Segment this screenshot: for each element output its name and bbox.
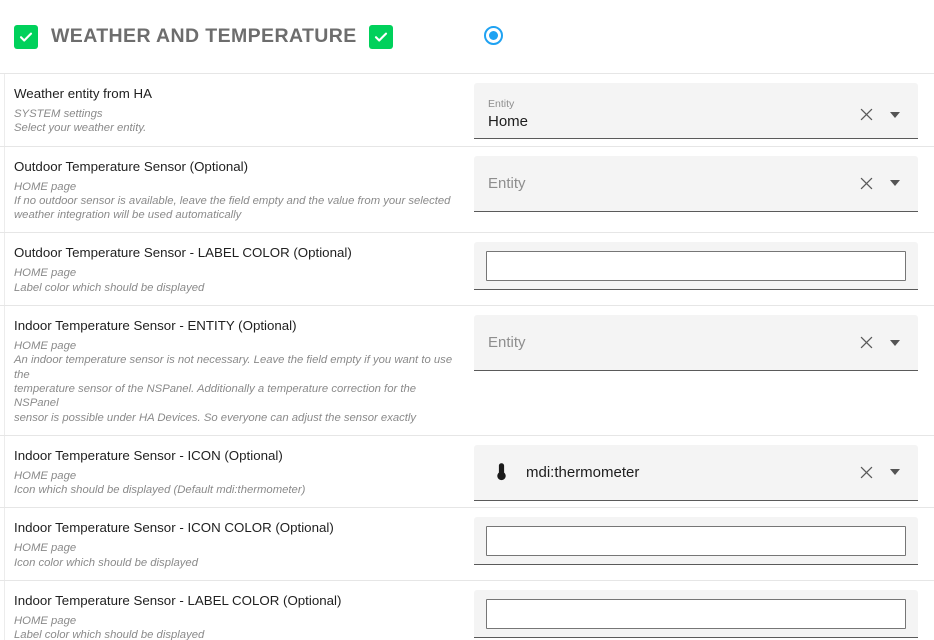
icon-value: mdi:thermometer (526, 463, 640, 481)
field-text-stack: Entity Home (488, 98, 857, 131)
color-picker-field[interactable] (474, 590, 918, 639)
row-description: HOME page If no outdoor sensor is availa… (14, 180, 454, 223)
section-enable-checkbox-right[interactable] (368, 24, 393, 49)
row-title: Indoor Temperature Sensor - LABEL COLOR … (14, 593, 342, 609)
field-actions (857, 334, 910, 352)
row-field-area: Entity (470, 147, 934, 212)
row-label-area: Outdoor Temperature Sensor (Optional) HO… (0, 147, 470, 233)
row-description-line: Label color which should be displayed (14, 281, 205, 294)
thermometer-icon (488, 462, 514, 482)
field-placeholder-label: Entity (488, 174, 526, 192)
row-label-area: Indoor Temperature Sensor - ENTITY (Opti… (0, 306, 470, 435)
row-description-line: temperature sensor of the NSPanel. Addit… (14, 382, 417, 410)
color-swatch-input[interactable] (486, 250, 906, 281)
chevron-down-icon[interactable] (886, 463, 904, 481)
row-description-line: HOME page (14, 542, 77, 555)
setting-row: Outdoor Temperature Sensor (Optional) HO… (0, 146, 934, 234)
setting-row: Indoor Temperature Sensor - ENTITY (Opti… (0, 306, 934, 436)
field-actions (857, 174, 910, 192)
row-field-area (470, 581, 934, 639)
row-title: Indoor Temperature Sensor - ENTITY (Opti… (14, 318, 297, 334)
field-text-stack: mdi:thermometer (526, 463, 857, 482)
row-description-line: Select your weather entity. (14, 122, 147, 135)
row-description-line: SYSTEM settings (14, 108, 103, 120)
row-field-area: Entity (470, 306, 934, 372)
section-enable-checkbox-left[interactable] (14, 24, 38, 49)
setting-row: Weather entity from HA SYSTEM settings S… (0, 74, 934, 147)
row-description-line: An indoor temperature sensor is not nece… (14, 354, 453, 381)
section-header: WEATHER AND TEMPERATURE (0, 0, 934, 74)
field-actions (857, 106, 910, 124)
radio-inner-dot (489, 31, 498, 40)
color-picker-field[interactable] (474, 242, 918, 291)
row-field-area: mdi:thermometer (470, 436, 934, 501)
row-description: SYSTEM settings Select your weather enti… (14, 107, 454, 136)
setting-row: Indoor Temperature Sensor - ICON COLOR (… (0, 508, 934, 582)
chevron-down-icon[interactable] (886, 334, 904, 352)
row-description: HOME page Icon which should be displayed… (14, 469, 454, 498)
entity-value: Home (488, 113, 529, 130)
row-description: HOME page Label color which should be di… (14, 266, 454, 295)
color-swatch-input[interactable] (486, 598, 906, 629)
setting-row: Outdoor Temperature Sensor - LABEL COLOR… (0, 233, 934, 307)
setting-row: Indoor Temperature Sensor - LABEL COLOR … (0, 581, 934, 640)
clear-icon[interactable] (857, 463, 875, 481)
settings-rows: Weather entity from HA SYSTEM settings S… (0, 74, 934, 640)
color-picker-field[interactable] (474, 517, 918, 566)
row-description-line: HOME page (14, 340, 77, 353)
row-description: HOME page An indoor temperature sensor i… (14, 339, 454, 425)
icon-select-field[interactable]: mdi:thermometer (474, 444, 918, 501)
entity-select-field[interactable]: Entity Home (474, 83, 918, 139)
radio-outer-ring (484, 26, 503, 45)
row-description-line: If no outdoor sensor is available, leave… (14, 194, 451, 207)
row-label-area: Indoor Temperature Sensor - ICON (Option… (0, 436, 470, 508)
field-actions (857, 463, 910, 481)
row-label-area: Weather entity from HA SYSTEM settings S… (0, 74, 470, 146)
clear-icon[interactable] (857, 106, 875, 124)
row-title: Indoor Temperature Sensor - ICON COLOR (… (14, 520, 334, 536)
row-title: Weather entity from HA (14, 86, 152, 101)
field-floating-label: Entity (488, 98, 515, 110)
field-placeholder-label: Entity (488, 334, 526, 352)
row-label-area: Indoor Temperature Sensor - ICON COLOR (… (0, 508, 470, 580)
row-description-line: HOME page (14, 469, 77, 482)
row-description-line: Label color which should be displayed (14, 629, 205, 640)
field-text-stack: Entity (488, 174, 857, 193)
color-swatch-input[interactable] (486, 525, 906, 556)
row-description-line: HOME page (14, 180, 77, 193)
row-title: Outdoor Temperature Sensor (Optional) (14, 158, 249, 174)
section-radio-button[interactable] (484, 26, 506, 48)
setting-row: Indoor Temperature Sensor - ICON (Option… (0, 435, 934, 509)
row-title: Indoor Temperature Sensor - ICON (Option… (14, 447, 283, 463)
row-field-area (470, 233, 934, 291)
row-description-line: weather integration will be used automat… (14, 209, 242, 222)
entity-select-field[interactable]: Entity (474, 315, 918, 372)
row-label-area: Outdoor Temperature Sensor - LABEL COLOR… (0, 233, 470, 305)
row-label-area: Indoor Temperature Sensor - LABEL COLOR … (0, 581, 470, 640)
clear-icon[interactable] (857, 174, 875, 192)
entity-select-field[interactable]: Entity (474, 155, 918, 212)
chevron-down-icon[interactable] (886, 174, 904, 192)
row-description: HOME page Label color which should be di… (14, 614, 454, 640)
field-text-stack: Entity (488, 333, 857, 352)
row-field-area (470, 508, 934, 566)
row-description-line: Icon color which should be displayed (14, 556, 198, 569)
row-field-area: Entity Home (470, 74, 934, 139)
row-description-line: HOME page (14, 615, 77, 628)
row-description-line: sensor is possible under HA Devices. So … (14, 411, 417, 424)
chevron-down-icon[interactable] (886, 106, 904, 124)
row-description-line: HOME page (14, 267, 77, 280)
row-title: Outdoor Temperature Sensor - LABEL COLOR… (14, 245, 352, 261)
row-description-line: Icon which should be displayed (Default … (14, 484, 306, 497)
page-title: WEATHER AND TEMPERATURE (51, 25, 357, 47)
clear-icon[interactable] (857, 334, 875, 352)
row-description: HOME page Icon color which should be dis… (14, 541, 454, 570)
